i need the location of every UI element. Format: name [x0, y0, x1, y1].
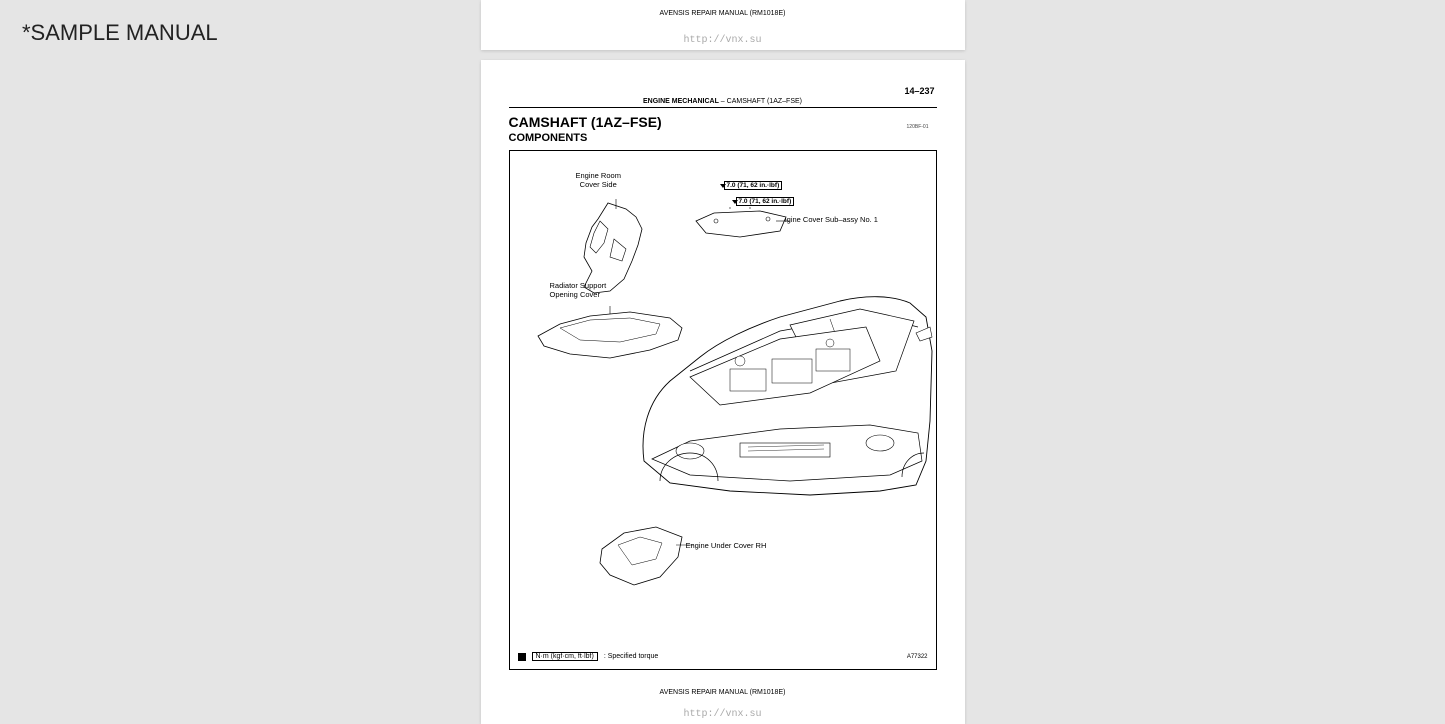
prev-page-bottom: AVENSIS REPAIR MANUAL (RM1018E) http://v…	[481, 0, 965, 50]
legend-figure-ref: A77322	[907, 654, 928, 660]
page-stack: AVENSIS REPAIR MANUAL (RM1018E) http://v…	[481, 0, 965, 724]
part-engine-under-cover-rh	[590, 519, 700, 599]
sample-watermark: *SAMPLE MANUAL	[22, 20, 218, 46]
prev-page-url: http://vnx.su	[683, 35, 761, 46]
vehicle-illustration	[630, 261, 940, 501]
header-section: ENGINE MECHANICAL	[643, 98, 719, 105]
torque-spec-1: 7.0 (71, 62 in.·lbf)	[724, 181, 783, 190]
arrow-icon	[732, 200, 738, 204]
label-engine-room-cover: Engine RoomCover Side	[576, 171, 621, 189]
footer-url: http://vnx.su	[683, 709, 761, 720]
legend-row: N·m (kgf·cm, ft·lbf) : Specified torque …	[518, 652, 928, 661]
components-diagram: Engine RoomCover Side Radiator SupportOp…	[509, 150, 937, 670]
torque-spec-2: 7.0 (71, 62 in.·lbf)	[736, 197, 795, 206]
header-dash: –	[719, 98, 727, 105]
page-number: 14–237	[904, 86, 934, 96]
label-radiator-support: Radiator SupportOpening Cover	[550, 281, 607, 299]
page-title: CAMSHAFT (1AZ–FSE)	[509, 114, 937, 130]
doc-ref-code: 120BF-01	[907, 124, 929, 130]
part-engine-cover-sub-assy	[690, 207, 800, 247]
legend-bullet-icon	[518, 653, 526, 661]
manual-page: 14–237 ENGINE MECHANICAL – CAMSHAFT (1AZ…	[481, 60, 965, 724]
page-subtitle: COMPONENTS	[509, 132, 937, 144]
legend-text: : Specified torque	[604, 653, 658, 660]
footer-manual-code: AVENSIS REPAIR MANUAL (RM1018E)	[660, 689, 786, 696]
legend-torque-unit: N·m (kgf·cm, ft·lbf)	[532, 652, 598, 661]
header-sub: CAMSHAFT (1AZ–FSE)	[727, 98, 802, 105]
prev-page-manual-code: AVENSIS REPAIR MANUAL (RM1018E)	[660, 10, 786, 17]
arrow-icon	[720, 184, 726, 188]
section-header: ENGINE MECHANICAL – CAMSHAFT (1AZ–FSE)	[509, 98, 937, 108]
